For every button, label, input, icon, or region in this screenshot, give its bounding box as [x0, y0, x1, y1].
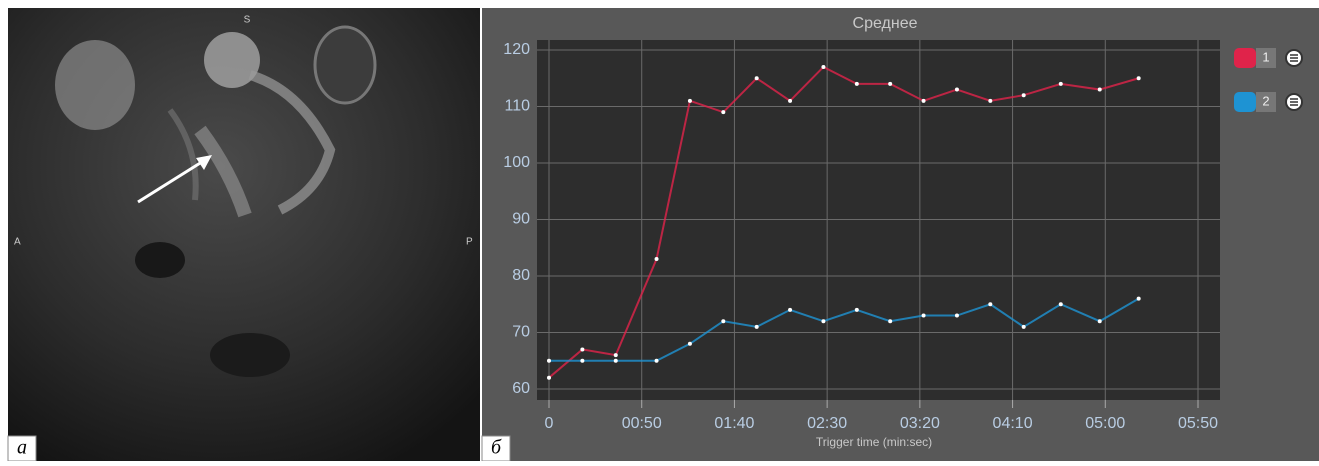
data-point — [821, 65, 825, 69]
data-point — [547, 359, 551, 363]
data-point — [855, 308, 859, 312]
x-tick-label: 05:00 — [1085, 415, 1125, 432]
data-point — [1137, 76, 1141, 80]
x-tick-label: 0 — [545, 415, 554, 432]
y-tick-label: 100 — [503, 154, 530, 171]
image-marker: S — [244, 15, 251, 26]
data-point — [580, 347, 584, 351]
data-point — [1059, 82, 1063, 86]
data-point — [888, 319, 892, 323]
x-axis-label: Trigger time (min:sec) — [816, 435, 932, 449]
legend-label: 1 — [1262, 49, 1269, 64]
data-point — [755, 76, 759, 80]
figure: S A P а б Среднее Trigger time (min:sec)… — [0, 0, 1319, 461]
data-point — [547, 376, 551, 380]
legend-label: 2 — [1262, 93, 1269, 108]
legend-swatch — [1234, 92, 1256, 112]
page: {"panel_labels": ["а", "б"], "image_mark… — [0, 0, 1319, 461]
data-point — [955, 88, 959, 92]
x-tick-label: 03:20 — [900, 415, 940, 432]
data-point — [1137, 297, 1141, 301]
y-tick-label: 110 — [504, 98, 530, 115]
x-tick-label: 00:50 — [622, 415, 662, 432]
data-point — [614, 359, 618, 363]
data-point — [922, 314, 926, 318]
y-tick-label: 70 — [512, 324, 530, 341]
mri-image — [8, 8, 480, 461]
data-point — [855, 82, 859, 86]
data-point — [755, 325, 759, 329]
data-point — [788, 308, 792, 312]
image-marker: A — [14, 237, 21, 248]
x-tick-label: 04:10 — [993, 415, 1033, 432]
x-tick-label: 01:40 — [714, 415, 754, 432]
data-point — [988, 99, 992, 103]
data-point — [721, 110, 725, 114]
y-tick-label: 120 — [503, 41, 530, 58]
data-point — [922, 99, 926, 103]
data-point — [788, 99, 792, 103]
data-point — [721, 319, 725, 323]
x-tick-label: 02:30 — [807, 415, 847, 432]
data-point — [888, 82, 892, 86]
data-point — [955, 314, 959, 318]
data-point — [1098, 319, 1102, 323]
chart-title: Среднее — [853, 15, 918, 32]
data-point — [1098, 88, 1102, 92]
data-point — [1022, 325, 1026, 329]
y-tick-label: 60 — [512, 380, 530, 397]
data-point — [655, 359, 659, 363]
data-point — [688, 99, 692, 103]
data-point — [614, 353, 618, 357]
data-point — [688, 342, 692, 346]
panel-label: б — [491, 437, 502, 459]
data-point — [821, 319, 825, 323]
image-marker: P — [466, 237, 473, 248]
data-point — [580, 359, 584, 363]
legend-swatch — [1234, 48, 1256, 68]
data-point — [1059, 302, 1063, 306]
y-tick-label: 80 — [512, 267, 530, 284]
panel-label: а — [17, 437, 27, 459]
data-point — [1022, 93, 1026, 97]
x-tick-label: 05:50 — [1178, 415, 1218, 432]
data-point — [655, 257, 659, 261]
data-point — [988, 302, 992, 306]
y-tick-label: 90 — [512, 211, 530, 228]
